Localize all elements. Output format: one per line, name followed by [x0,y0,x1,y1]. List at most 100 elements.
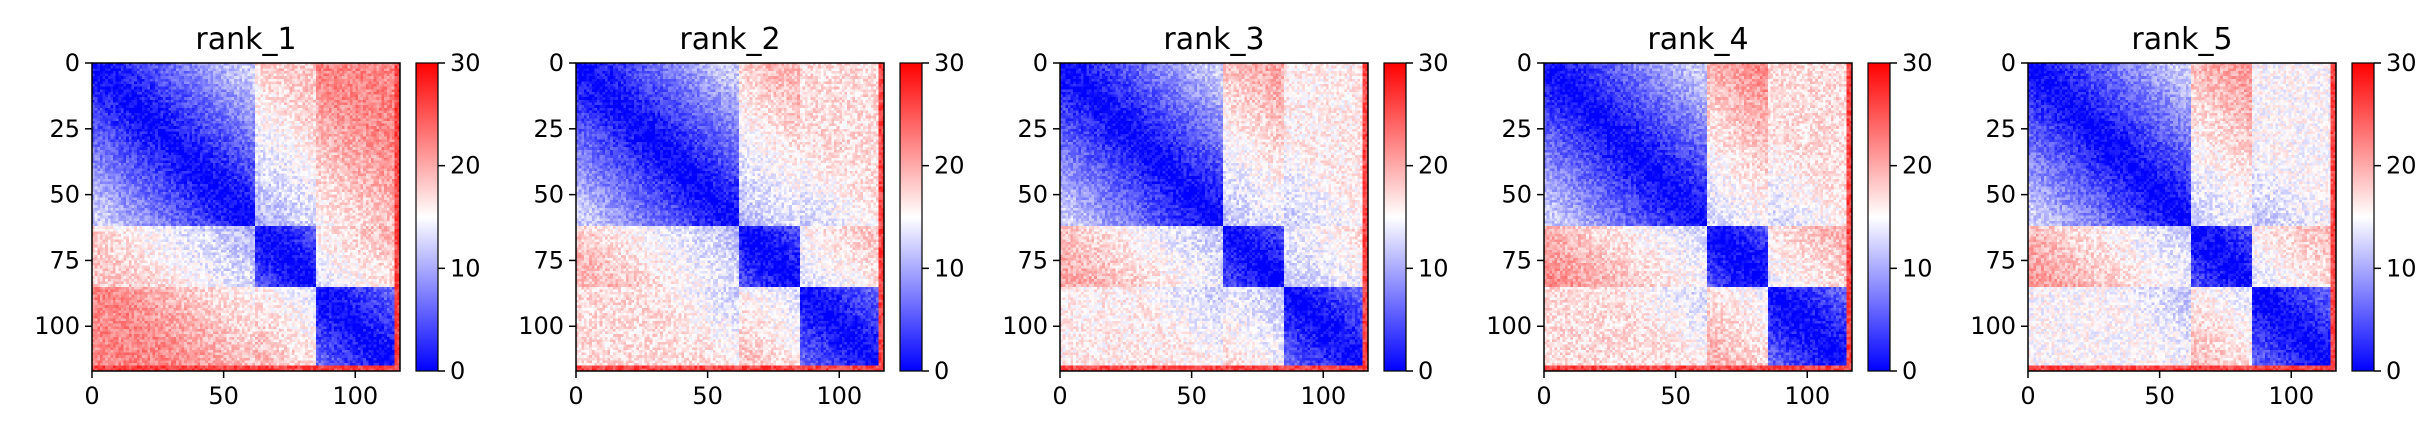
heatmap-cell [95,353,98,356]
heatmap-cell [131,79,134,82]
heatmap-cell [108,313,111,316]
heatmap-cell [174,66,177,69]
heatmap-cell [108,139,111,142]
heatmap-cell [329,71,332,74]
heatmap-cell [363,74,366,77]
heatmap-cell [308,79,311,82]
heatmap-cell [100,189,103,192]
heatmap-cell [97,316,100,319]
heatmap-cell [95,284,98,287]
heatmap-cell [303,81,306,84]
heatmap-cell [182,71,185,74]
heatmap-cell [105,118,108,121]
heatmap-cell [100,184,103,187]
heatmap-cell [318,74,321,77]
heatmap-cell [242,74,245,77]
heatmap-cell [184,68,187,71]
heatmap-cell [110,147,113,150]
heatmap-cell [358,66,361,69]
heatmap-cell [105,234,108,237]
heatmap-cell [255,66,258,69]
heatmap-cell [97,347,100,350]
heatmap-cell [329,68,332,71]
heatmap-cell [100,308,103,311]
heatmap-cell [145,71,148,74]
heatmap-cell [97,255,100,258]
heatmap-cell [232,81,235,84]
heatmap-cell [355,68,358,71]
heatmap-cell [308,66,311,69]
heatmap-cell [108,332,111,335]
heatmap-cell [97,224,100,227]
heatmap-cell [345,81,348,84]
heatmap-cell [392,76,395,79]
heatmap-cell [108,208,111,211]
heatmap-cell [95,268,98,271]
heatmap-cell [108,266,111,269]
heatmap-cell [266,81,269,84]
heatmap-cell [105,179,108,182]
heatmap-cell [100,258,103,261]
heatmap-cell [258,81,261,84]
heatmap-cell [97,97,100,100]
heatmap-cell [95,197,98,200]
heatmap-cell [95,282,98,285]
heatmap-cell [237,66,240,69]
heatmap-cell [289,74,292,77]
heatmap-cell [139,74,142,77]
heatmap-cell [353,66,356,69]
heatmap-cell [108,358,111,361]
heatmap-cell [131,66,134,69]
heatmap-cell [97,363,100,366]
heatmap-cell [295,79,298,82]
heatmap-cell [95,160,98,163]
heatmap-cell [282,74,285,77]
heatmap-cell [210,79,213,82]
heatmap-cell [292,81,295,84]
heatmap-cell [142,68,145,71]
heatmap-cell [105,131,108,134]
heatmap-cell [153,68,156,71]
heatmap-cell [103,216,106,219]
heatmap-cell [171,74,174,77]
heatmap-cell [103,92,106,95]
heatmap-cell [100,321,103,324]
heatmap-cell [232,68,235,71]
heatmap-cell [247,79,250,82]
heatmap-cell [110,208,113,211]
heatmap-cell [95,276,98,279]
heatmap-cell [245,74,248,77]
heatmap-cell [105,337,108,340]
heatmap-cell [105,166,108,169]
heatmap-cell [108,187,111,190]
heatmap-cell [97,260,100,263]
heatmap-cell [108,231,111,234]
heatmap-cell [103,221,106,224]
heatmap-cell [337,81,340,84]
heatmap-cell [95,297,98,300]
heatmap-cell [97,171,100,174]
heatmap-cell [160,66,163,69]
heatmap-cell [97,121,100,124]
heatmap-cell [110,160,113,163]
heatmap-cell [110,321,113,324]
heatmap-cell [108,345,111,348]
heatmap-cell [103,292,106,295]
heatmap-cell [103,121,106,124]
heatmap-cell [103,276,106,279]
heatmap-cell [126,79,129,82]
heatmap-cell [166,81,169,84]
heatmap-cell [187,71,190,74]
heatmap-cell [113,92,116,95]
heatmap-cell [303,66,306,69]
heatmap-cell [110,242,113,245]
heatmap-cell [268,71,271,74]
heatmap-cell [313,68,316,71]
heatmap-cell [110,71,113,74]
heatmap-cell [110,308,113,311]
heatmap-cell [108,81,111,84]
heatmap-cell [103,150,106,153]
heatmap-cell [155,81,158,84]
heatmap-cell [97,174,100,177]
heatmap-cell [97,274,100,277]
